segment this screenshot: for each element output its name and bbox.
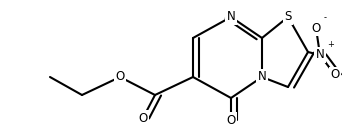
Text: O: O: [138, 112, 148, 124]
Text: -: -: [324, 14, 326, 22]
Text: O: O: [330, 68, 340, 82]
Text: S: S: [284, 10, 292, 23]
Text: O: O: [311, 22, 321, 34]
Text: N: N: [227, 10, 235, 23]
Text: O: O: [115, 71, 125, 83]
Text: N: N: [316, 48, 324, 62]
Text: N: N: [258, 71, 266, 83]
Text: +: +: [327, 40, 334, 50]
Text: O: O: [226, 113, 236, 127]
